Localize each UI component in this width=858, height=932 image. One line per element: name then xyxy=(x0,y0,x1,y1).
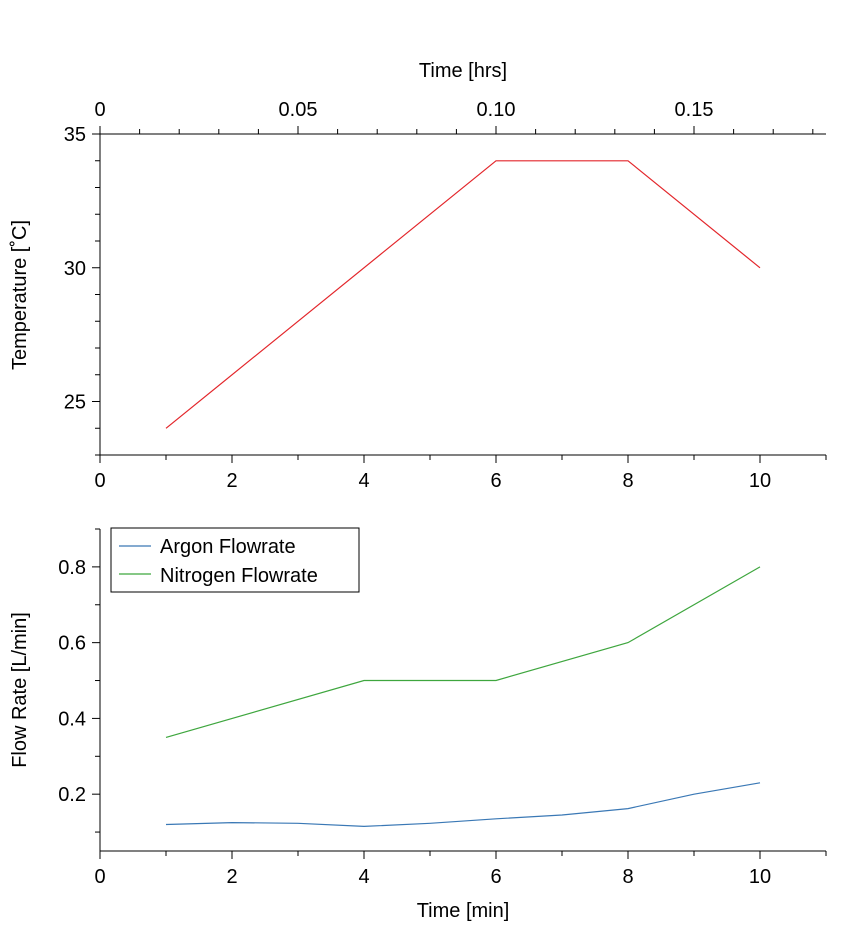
flow-y-tick-label: 0.8 xyxy=(58,557,86,579)
legend-label-nitrogen: Nitrogen Flowrate xyxy=(160,565,318,587)
flow-series-line-0 xyxy=(165,782,761,828)
temperature-y-tick-label: 35 xyxy=(64,124,86,146)
flow-x-tick-label: 8 xyxy=(622,866,633,888)
flow-series xyxy=(165,566,761,828)
flow-series-line-1 xyxy=(165,566,761,738)
flow-y-axis-title: Flow Rate [L/min] xyxy=(9,612,31,768)
top-x-axis-title: Time [hrs] xyxy=(419,60,507,82)
temperature-axes: 0 2 4 6 8 10 25 30 35 0 0.05 0.10 0.15 xyxy=(64,99,827,492)
temperature-series-line-0 xyxy=(165,160,761,429)
top-x-tick-label: 0.10 xyxy=(477,99,516,121)
temperature-x-tick-label: 0 xyxy=(94,470,105,492)
flow-axes: 0 2 4 6 8 10 0.2 0.4 0.6 0.8 xyxy=(58,528,827,888)
legend-label-argon: Argon Flowrate xyxy=(160,536,296,558)
temperature-x-tick-label: 4 xyxy=(358,470,369,492)
flow-y-tick-label: 0.2 xyxy=(58,784,86,806)
flow-x-tick-label: 2 xyxy=(226,866,237,888)
top-x-tick-label: 0.05 xyxy=(279,99,318,121)
flow-x-tick-label: 10 xyxy=(749,866,771,888)
temperature-panel: Time [hrs] Temperature [˚C] 0 2 4 6 8 10 25 30 3… xyxy=(9,60,827,492)
temperature-y-axis-title: Temperature [˚C] xyxy=(9,220,31,370)
temperature-x-tick-label: 8 xyxy=(622,470,633,492)
temperature-series xyxy=(165,160,761,429)
temperature-x-tick-label: 10 xyxy=(749,470,771,492)
top-x-tick-label: 0 xyxy=(94,99,105,121)
legend-box xyxy=(110,527,360,593)
legend: Argon Flowrate Nitrogen Flowrate xyxy=(110,527,360,593)
flow-y-tick-label: 0.6 xyxy=(58,633,86,655)
flow-x-tick-label: 6 xyxy=(490,866,501,888)
top-x-tick-label: 0.15 xyxy=(675,99,714,121)
flow-x-tick-label: 0 xyxy=(94,866,105,888)
flow-panel: Time [min] Flow Rate [L/min] 0 2 4 6 8 100.20… xyxy=(9,527,827,922)
temperature-y-tick-label: 25 xyxy=(64,392,86,414)
temperature-x-tick-label: 2 xyxy=(226,470,237,492)
flow-x-tick-label: 4 xyxy=(358,866,369,888)
temperature-x-tick-label: 6 xyxy=(490,470,501,492)
flow-y-tick-label: 0.4 xyxy=(58,708,86,730)
temperature-y-tick-label: 30 xyxy=(64,258,86,280)
flow-x-axis-title: Time [min] xyxy=(417,900,510,922)
